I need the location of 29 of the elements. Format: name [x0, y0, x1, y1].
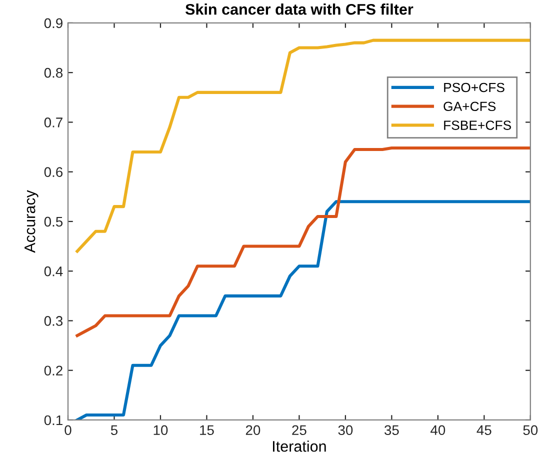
- y-tick-label: 0.8: [44, 68, 63, 78]
- x-tick-label: 25: [292, 425, 306, 436]
- x-tick-label: 15: [200, 425, 214, 436]
- x-tick-label: 30: [338, 425, 353, 436]
- y-tick-label: 0.1: [44, 415, 62, 426]
- x-tick-label: 0: [64, 425, 72, 436]
- line-series: [76, 200, 530, 420]
- x-axis-title: Iteration: [273, 440, 326, 452]
- x-tick-label: 5: [110, 425, 118, 436]
- legend-label: FSBE+CFS: [444, 120, 511, 130]
- chart-title: Skin cancer data with CFS filter: [185, 4, 414, 15]
- y-axis-title: Accuracy: [24, 190, 38, 253]
- y-tick-label: 0.7: [44, 118, 62, 128]
- legend-label: GA+CFS: [444, 102, 496, 112]
- x-tick-label: 20: [246, 425, 260, 436]
- x-tick-label: 45: [476, 425, 492, 436]
- y-tick-label: 0.9: [44, 18, 62, 28]
- x-tick-label: 10: [154, 425, 168, 436]
- line-series: [76, 146, 530, 338]
- line-series: [76, 38, 530, 253]
- y-tick-label: 0.5: [44, 216, 63, 227]
- legend-label: PSO+CFS: [444, 82, 504, 92]
- x-tick-label: 50: [523, 425, 538, 436]
- y-tick-label: 0.6: [44, 167, 63, 178]
- y-tick-label: 0.4: [44, 266, 63, 276]
- y-tick-label: 0.2: [44, 366, 62, 376]
- x-tick-label: 35: [384, 425, 399, 436]
- x-tick-label: 40: [430, 425, 446, 436]
- y-tick-label: 0.3: [44, 316, 63, 326]
